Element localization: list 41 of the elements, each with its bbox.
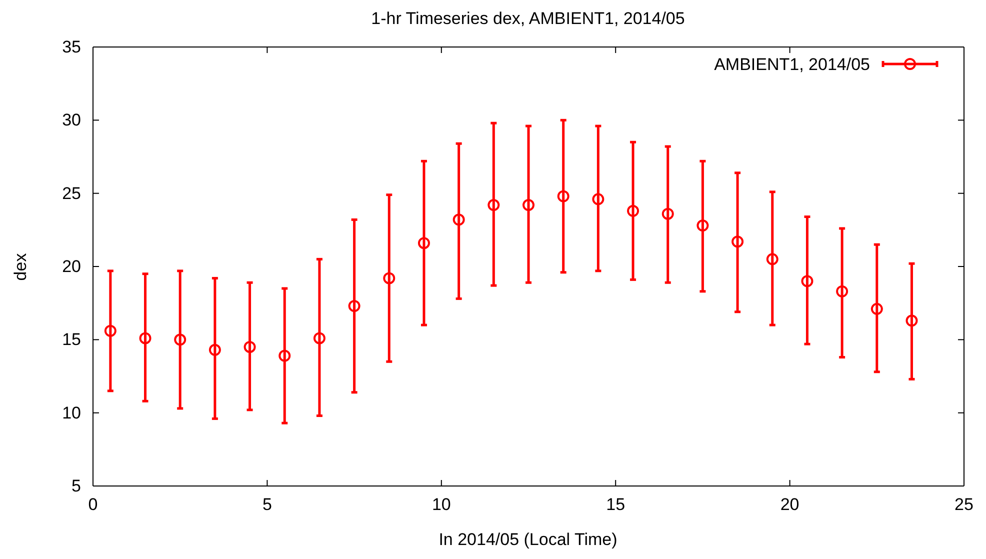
- point: [836, 285, 848, 298]
- point: [801, 275, 814, 288]
- point: [278, 350, 291, 362]
- x-tick-label: 25: [954, 495, 974, 514]
- point: [104, 324, 116, 337]
- y-tick-label: 10: [62, 403, 81, 422]
- point: [418, 237, 430, 250]
- point: [732, 236, 744, 248]
- point: [208, 344, 221, 356]
- point: [662, 208, 674, 220]
- point: [557, 190, 570, 202]
- point: [870, 302, 883, 315]
- point: [452, 214, 465, 226]
- x-tick-label: 10: [432, 495, 451, 514]
- y-tick-label: 15: [62, 330, 81, 350]
- point: [174, 334, 186, 346]
- point: [488, 199, 500, 212]
- y-tick-label: 20: [62, 256, 81, 276]
- point: [244, 340, 256, 353]
- point: [383, 272, 396, 284]
- chart-title: 1-hr Timeseries dex, AMBIENT1, 2014/05: [371, 9, 685, 28]
- y-tick-label: 5: [72, 476, 81, 496]
- point: [348, 300, 360, 312]
- point: [592, 193, 604, 206]
- x-tick-label: 15: [606, 495, 626, 514]
- point: [906, 314, 918, 327]
- legend-label: AMBIENT1, 2014/05: [714, 55, 870, 74]
- point: [696, 220, 709, 232]
- y-tick-label: 30: [62, 110, 81, 130]
- point: [139, 332, 152, 344]
- point: [627, 204, 640, 217]
- x-axis-title: In 2014/05 (Local Time): [438, 530, 618, 549]
- point: [522, 199, 534, 212]
- y-tick-label: 35: [62, 37, 81, 56]
- y-axis-title: dex: [11, 252, 30, 281]
- x-tick-label: 5: [262, 495, 272, 514]
- point: [313, 332, 326, 344]
- y-tick-label: 25: [62, 184, 81, 203]
- point: [766, 253, 778, 266]
- x-tick-label: 0: [88, 495, 98, 514]
- x-tick-label: 20: [780, 495, 800, 514]
